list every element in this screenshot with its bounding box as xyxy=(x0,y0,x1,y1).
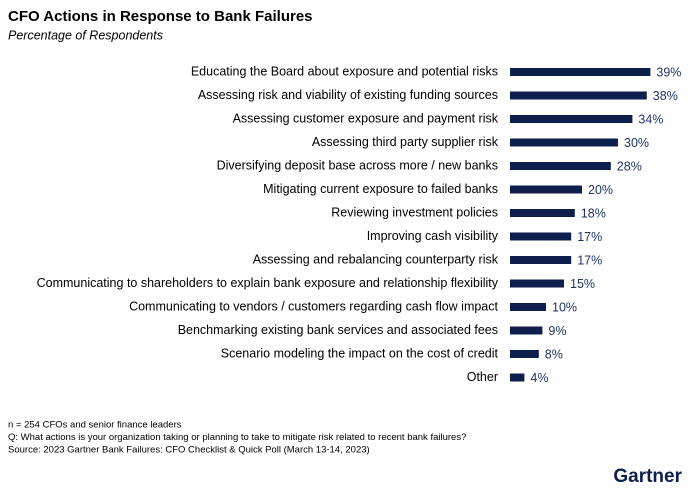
value-label: 10% xyxy=(552,300,577,314)
category-label: Other xyxy=(467,370,498,384)
category-label: Benchmarking existing bank services and … xyxy=(178,323,498,337)
category-label: Reviewing investment policies xyxy=(331,205,498,219)
value-label: 20% xyxy=(588,183,613,197)
category-label: Assessing customer exposure and payment … xyxy=(233,111,499,125)
footnote: Q: What actions is your organization tak… xyxy=(8,432,466,443)
bar xyxy=(510,68,651,76)
value-label: 4% xyxy=(530,371,548,385)
bar xyxy=(510,326,543,335)
bar xyxy=(510,373,525,382)
value-label: 39% xyxy=(656,65,681,79)
value-label: 9% xyxy=(548,324,566,338)
value-label: 8% xyxy=(545,347,563,361)
bar xyxy=(510,350,539,358)
bar xyxy=(510,279,564,288)
category-label: Communicating to shareholders to explain… xyxy=(37,276,499,290)
bar xyxy=(510,303,546,311)
chart-subtitle: Percentage of Respondents xyxy=(8,28,163,42)
bar xyxy=(510,115,633,123)
bar xyxy=(510,138,618,147)
value-label: 17% xyxy=(577,253,602,267)
bar xyxy=(510,185,582,194)
category-label: Scenario modeling the impact on the cost… xyxy=(221,346,499,360)
value-label: 17% xyxy=(577,230,602,244)
value-label: 15% xyxy=(570,277,595,291)
category-label: Assessing third party supplier risk xyxy=(312,135,499,149)
value-label: 18% xyxy=(581,206,606,220)
category-label: Communicating to vendors / customers reg… xyxy=(129,299,498,313)
bar xyxy=(510,162,611,170)
category-label: Mitigating current exposure to failed ba… xyxy=(263,182,498,196)
footnote: n = 254 CFOs and senior finance leaders xyxy=(8,420,182,431)
logo: Gartner xyxy=(613,466,682,487)
value-label: 28% xyxy=(617,159,642,173)
category-label: Diversifying deposit base across more / … xyxy=(217,158,498,172)
footnote: Source: 2023 Gartner Bank Failures: CFO … xyxy=(8,445,370,456)
value-label: 34% xyxy=(638,112,663,126)
bar xyxy=(510,232,572,241)
bar xyxy=(510,209,575,217)
category-label: Assessing and rebalancing counterparty r… xyxy=(253,252,499,266)
bar xyxy=(510,91,647,100)
category-label: Improving cash visibility xyxy=(367,229,499,243)
value-label: 38% xyxy=(653,89,678,103)
value-label: 30% xyxy=(624,136,649,150)
chart-title: CFO Actions in Response to Bank Failures xyxy=(8,8,313,25)
category-label: Educating the Board about exposure and p… xyxy=(191,64,498,78)
bar xyxy=(510,256,572,264)
category-label: Assessing risk and viability of existing… xyxy=(198,88,498,102)
